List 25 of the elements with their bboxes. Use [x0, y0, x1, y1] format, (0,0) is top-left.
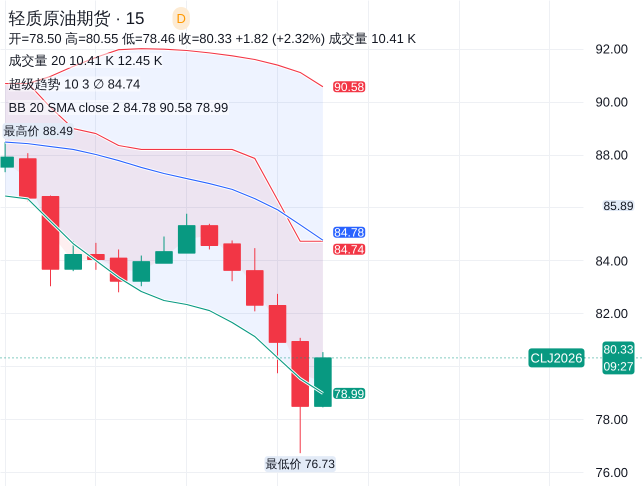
candlestick — [132, 255, 150, 287]
data-label: 78.99 — [334, 386, 365, 401]
ref-line-label: CLJ2026 — [530, 350, 583, 366]
data-label: 84.74 — [334, 242, 365, 257]
candlestick — [200, 223, 218, 250]
candlestick — [155, 236, 173, 264]
data-label: 84.78 — [334, 226, 365, 240]
data-label: 90.58 — [334, 80, 365, 94]
text: 轻质原油期货 · 15 — [8, 9, 145, 28]
y-tick-label: 76.00 — [596, 464, 628, 480]
annotation: 最低价 76.73 — [266, 457, 336, 472]
y-tick-label: 82.00 — [596, 306, 628, 322]
y-tick-label: 84.00 — [596, 253, 628, 268]
y-tick-label: 88.00 — [596, 148, 628, 163]
y-tick-label: 90.00 — [596, 94, 628, 110]
y-tick-label: 92.00 — [596, 42, 628, 57]
annotation: D — [176, 11, 186, 26]
annotation: BB 20 SMA close 2 84.78 90.58 78.99 — [8, 100, 228, 115]
text: 85.89 — [603, 199, 634, 213]
text: 开=78.50 高=80.55 低=78.46 收=80.33 +1.82 (+2.32%) 成交量 10.41 K — [8, 31, 416, 46]
annotation: 超级趋势 10 3 ∅ 84.74 — [8, 76, 140, 92]
y-tick-label: 78.00 — [596, 412, 628, 428]
annotation: 成交量 20 10.41 K 12.45 K — [8, 53, 163, 68]
annotation: 最高价 88.49 — [4, 124, 74, 138]
annotation: 80.33 09:27 — [603, 342, 634, 374]
